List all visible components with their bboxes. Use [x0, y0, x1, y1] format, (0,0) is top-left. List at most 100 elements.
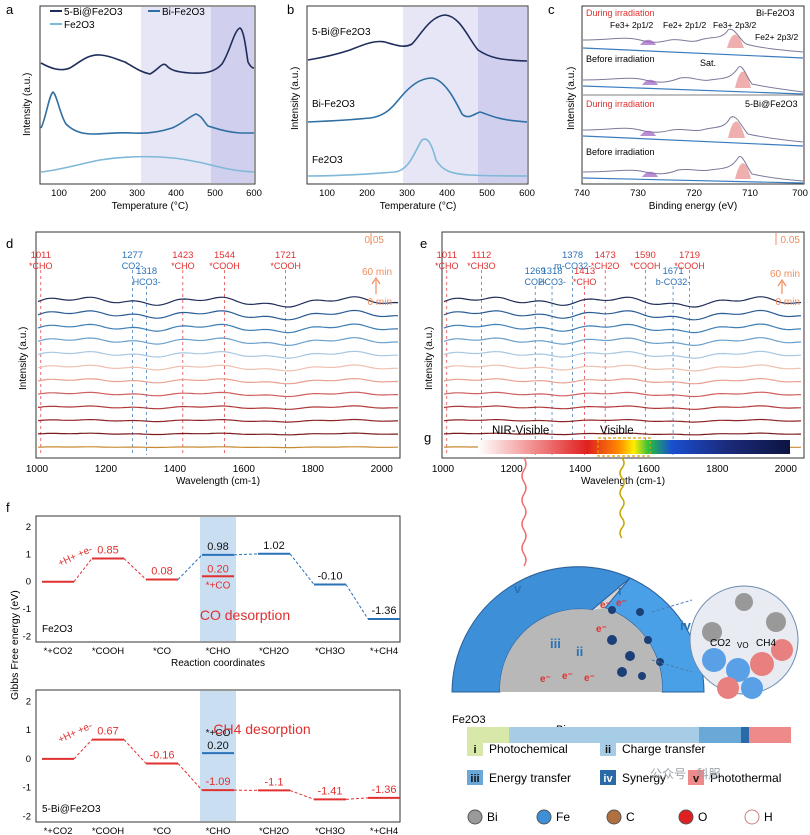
panel-f-xlabel: Reaction coordinates: [171, 658, 265, 669]
d-xtick: 1400: [164, 464, 187, 475]
panel-b-xtick: 100: [319, 188, 335, 199]
d-spectrum-line: [37, 364, 398, 372]
svg-text:e⁻: e⁻: [584, 673, 595, 684]
d-spectrum-line: [37, 350, 398, 359]
e-spectrum-line: [443, 350, 802, 359]
panel-a-legend-3: Fe2O3: [64, 20, 95, 31]
panel-g-ch4: CH4: [756, 638, 776, 649]
panel-a-letter: a: [6, 2, 14, 17]
f-bottom-co-value: 0.20: [207, 740, 228, 752]
d-xtick: 2000: [371, 464, 394, 475]
d-peak-species: *COOH: [270, 261, 301, 271]
panel-b-ylabel: Intensity (a.u.): [290, 67, 301, 130]
d-peak-wn: 1318: [136, 266, 157, 277]
roman-iii: iii: [550, 636, 561, 651]
f-top-co-value: 0.20: [207, 563, 228, 575]
panel-c-spec-4: [582, 156, 804, 182]
e-spectrum-line: [443, 432, 801, 436]
panel-c-xtick: 700: [792, 188, 808, 199]
f-bottom-value: 0.67: [97, 726, 118, 738]
panel-g-vo: VO: [737, 641, 749, 650]
e-spectrum-line: [443, 309, 802, 321]
d-peak-species: HCO3-: [133, 277, 161, 287]
svg-text:e⁻: e⁻: [616, 598, 627, 609]
f-bottom-value: -1.09: [205, 776, 230, 788]
f-top-ytick: 0: [26, 577, 31, 588]
panel-c-peak-4: Fe2+ 2p3/2: [755, 32, 799, 42]
d-xtick: 1000: [26, 464, 49, 475]
e-peak-species: *COOH: [630, 261, 661, 271]
d-spectrum-line: [37, 323, 398, 334]
e-peak-wn: 1318: [541, 266, 562, 277]
e-peak-wn: 1011: [437, 250, 457, 261]
f-bottom-xtick: *CO: [153, 826, 171, 835]
e-peak-wn: 1112: [472, 250, 492, 261]
legend-num: ii: [605, 744, 611, 756]
atom-label: Fe: [556, 810, 570, 824]
panel-c-spec-2: [582, 66, 804, 93]
panel-c-xtick: 720: [686, 188, 702, 199]
e-xtick: 1000: [432, 464, 455, 475]
roman-iv: iv: [680, 618, 692, 633]
panel-c-during-1: During irradiation: [586, 8, 655, 18]
panel-a-curve-1: [40, 27, 255, 75]
panel-c-before-1: Before irradiation: [586, 54, 655, 64]
e-peak-species: b-CO32-: [656, 277, 691, 287]
panel-b-curve-3: [307, 138, 528, 177]
panel-a-curve-3: [40, 155, 255, 173]
panel-c-xtick: 730: [630, 188, 646, 199]
d-xtick: 1600: [233, 464, 256, 475]
panel-a-xtick: 300: [129, 188, 145, 199]
atom-label: O: [698, 810, 707, 824]
d-peak-wn: 1544: [214, 250, 235, 261]
atom-o: [678, 809, 694, 825]
panel-b-label-3: Fe2O3: [312, 155, 343, 166]
panel-a-xlabel: Temperature (°C): [112, 201, 189, 212]
e-peak-wn: 1590: [635, 250, 656, 261]
e-peak-species: *CHO: [573, 277, 597, 287]
f-top-ytick: 2: [26, 522, 31, 533]
e-peak-wn: 1269: [525, 266, 546, 277]
panel-c-peak-2: Fe2+ 2p1/2: [663, 20, 707, 30]
e-spectrum-line: [443, 418, 802, 423]
panel-b-curve-1: [307, 14, 528, 62]
e-spectrum-line: [443, 378, 802, 385]
panel-c-spec-1: [582, 28, 804, 53]
panel-g-sample: Fe2O3: [452, 714, 486, 726]
panel-g-nir: NIR-Visible: [492, 425, 549, 437]
f-top-sample: Fe2O3: [42, 624, 73, 635]
panel-d-scale: 0.05: [365, 235, 385, 246]
panel-c-during-2: During irradiation: [586, 99, 655, 109]
panel-c-sample-2: 5-Bi@Fe2O3: [745, 99, 798, 109]
atom-label: H: [764, 810, 773, 824]
panel-c: c During irradiation Before irradiation …: [548, 2, 808, 212]
panel-c-xtick: 740: [574, 188, 590, 199]
legend-num: iii: [470, 773, 479, 785]
legend-swatch: [688, 770, 704, 785]
watermark: 公众号 · 科服: [650, 767, 721, 781]
d-peak-species: *COOH: [209, 261, 240, 271]
panel-d-xlabel: Wavelength (cm-1): [176, 476, 260, 487]
f-bottom-ytick: 2: [26, 696, 31, 707]
f-top-ytick: -2: [23, 632, 31, 643]
svg-text:e⁻: e⁻: [562, 671, 573, 682]
atom-c: [606, 809, 622, 825]
panel-b-label-2: Bi-Fe2O3: [312, 99, 355, 110]
f-top-value: -0.10: [317, 570, 342, 582]
panel-a-xtick: 600: [246, 188, 262, 199]
panel-c-peak-3: Fe3+ 2p3/2: [713, 20, 757, 30]
f-bottom-value: -1.41: [317, 785, 342, 797]
d-spectrum-line: [37, 405, 398, 410]
f-bottom-xtick: *+CH4: [370, 826, 398, 835]
panel-e-time-top: 60 min: [770, 269, 800, 280]
panel-b-xtick: 400: [439, 188, 455, 199]
f-bottom-value: -0.16: [149, 749, 174, 761]
panel-c-ylabel: Intensity (a.u.): [566, 67, 577, 130]
panel-c-sat: Sat.: [700, 58, 716, 68]
panel-a: a 5-Bi@Fe2O3 Bi-Fe2O3 Fe2O3 Intensity (a…: [6, 2, 262, 212]
f-bottom-sample: 5-Bi@Fe2O3: [42, 804, 101, 815]
e-peak-wn: 1719: [679, 250, 700, 261]
f-bottom-value: -1.36: [371, 784, 396, 796]
f-top-ytick: 1: [26, 549, 31, 560]
